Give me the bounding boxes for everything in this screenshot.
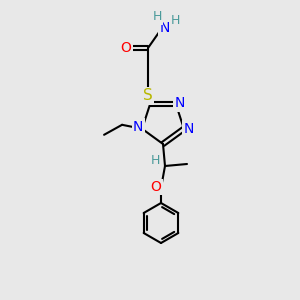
Text: N: N bbox=[184, 122, 194, 136]
Text: N: N bbox=[160, 21, 170, 35]
Text: O: O bbox=[151, 180, 161, 194]
Text: H: H bbox=[150, 154, 160, 166]
Text: O: O bbox=[121, 41, 131, 55]
Text: H: H bbox=[152, 11, 162, 23]
Text: S: S bbox=[143, 88, 153, 104]
Text: N: N bbox=[133, 120, 143, 134]
Text: H: H bbox=[170, 14, 180, 26]
Text: N: N bbox=[175, 96, 185, 110]
